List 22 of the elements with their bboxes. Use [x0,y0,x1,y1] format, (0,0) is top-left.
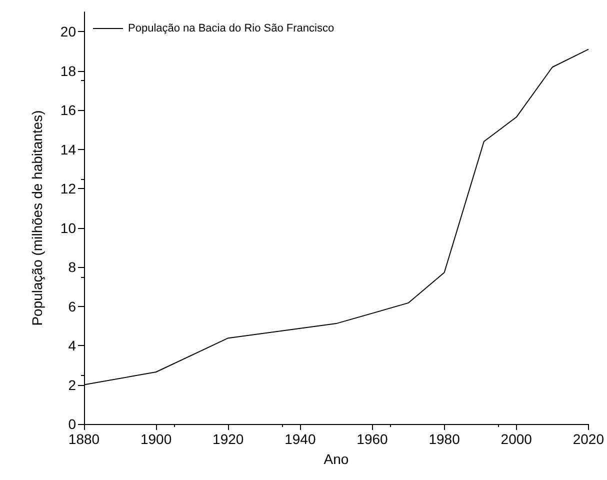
y-tick-label: 10 [60,220,76,236]
x-tick-label: 1960 [356,431,388,447]
x-tick-label: 2000 [500,431,532,447]
x-axis-title: Ano [324,451,349,467]
x-tick-label: 1940 [284,431,316,447]
legend-label: População na Bacia do Rio São Francisco [128,22,334,34]
x-tick-label: 1900 [140,431,172,447]
x-tick-label: 1920 [212,431,244,447]
y-tick-label: 4 [68,338,76,354]
y-tick-label: 16 [60,102,76,118]
y-tick-label: 18 [60,62,76,79]
y-axis-title: População (milhões de habitantes) [29,110,45,326]
x-tick-label: 2020 [572,431,604,447]
y-tick-label: 20 [60,24,76,40]
y-tick-label: 8 [68,259,76,276]
x-tick-label: 1980 [428,431,460,447]
y-tick-label: 2 [68,376,76,393]
y-tick-label: 14 [60,141,76,158]
y-tick-label: 12 [60,180,76,197]
y-tick-label: 0 [68,416,76,432]
x-tick-label: 1880 [68,431,100,447]
y-tick-label: 6 [68,298,76,314]
